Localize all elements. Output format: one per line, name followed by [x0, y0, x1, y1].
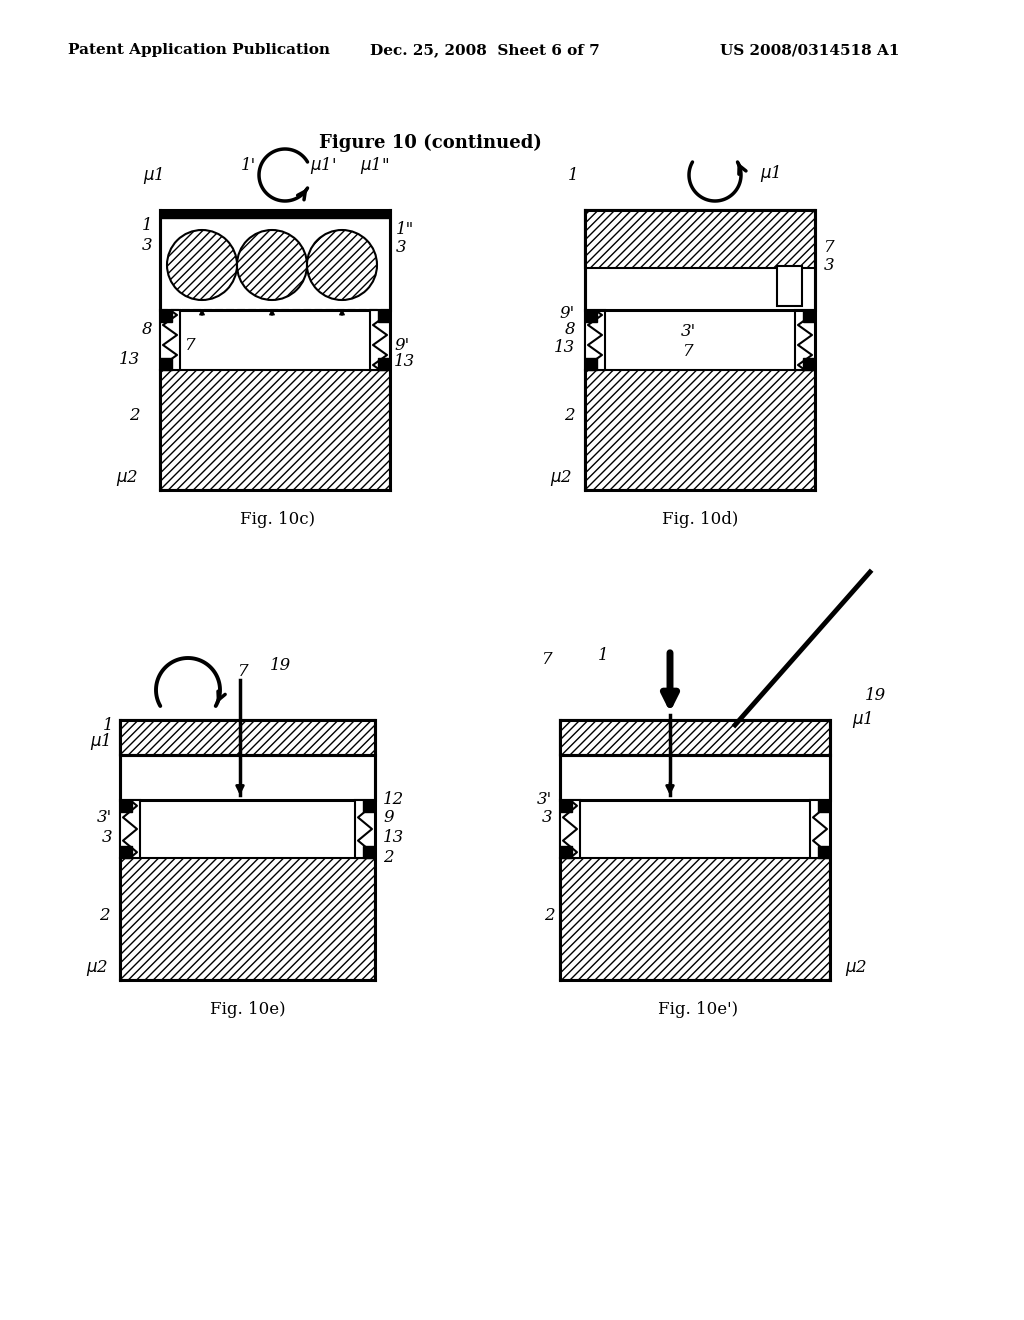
Text: 3: 3	[824, 256, 835, 273]
Circle shape	[167, 230, 237, 300]
Text: Fig. 10d): Fig. 10d)	[662, 511, 738, 528]
Text: $\mu$1: $\mu$1	[143, 165, 163, 186]
Bar	[120, 755, 375, 800]
Text: 1': 1'	[241, 157, 256, 173]
Bar	[585, 370, 815, 490]
Text: Dec. 25, 2008  Sheet 6 of 7: Dec. 25, 2008 Sheet 6 of 7	[370, 44, 600, 57]
Text: 3: 3	[542, 809, 552, 826]
Bar	[810, 800, 830, 858]
Text: 1": 1"	[396, 222, 415, 239]
Bar	[803, 358, 815, 370]
Bar	[160, 310, 172, 322]
Text: $\mu$2: $\mu$2	[116, 469, 138, 488]
Bar	[585, 210, 815, 218]
Bar	[160, 370, 390, 490]
Text: 3': 3'	[537, 792, 552, 808]
Bar	[355, 800, 375, 858]
Text: $\mu$1: $\mu$1	[90, 731, 110, 752]
Bar	[160, 210, 390, 310]
Bar	[795, 310, 815, 370]
Text: 3: 3	[101, 829, 112, 846]
Text: 8: 8	[141, 322, 152, 338]
Bar	[378, 310, 390, 322]
Text: 2: 2	[545, 907, 555, 924]
Bar	[362, 846, 375, 858]
Bar	[560, 755, 830, 800]
Bar	[120, 800, 132, 812]
Text: 3': 3'	[680, 323, 695, 341]
Text: 1: 1	[102, 717, 113, 734]
Text: 2: 2	[383, 850, 393, 866]
Text: Fig. 10e): Fig. 10e)	[210, 1002, 286, 1019]
Bar	[560, 719, 830, 755]
Text: US 2008/0314518 A1: US 2008/0314518 A1	[720, 44, 899, 57]
Text: 2: 2	[564, 407, 575, 424]
Bar	[378, 358, 390, 370]
Text: Fig. 10c): Fig. 10c)	[241, 511, 315, 528]
Bar	[560, 800, 580, 858]
Circle shape	[237, 230, 307, 300]
Text: Figure 10 (continued): Figure 10 (continued)	[318, 133, 542, 152]
Bar	[120, 800, 140, 858]
Text: 13: 13	[394, 354, 416, 371]
Text: $\mu$1': $\mu$1'	[310, 154, 336, 176]
Text: $\mu$2: $\mu$2	[550, 469, 572, 488]
Bar	[585, 210, 815, 268]
Bar	[585, 358, 597, 370]
Text: 19: 19	[270, 657, 291, 675]
Text: 9': 9'	[560, 305, 575, 322]
Bar	[120, 846, 132, 858]
Text: 9': 9'	[394, 337, 410, 354]
Text: $\mu$1": $\mu$1"	[360, 154, 389, 176]
Text: 2: 2	[99, 907, 110, 924]
Text: 3: 3	[141, 236, 152, 253]
Text: 3': 3'	[96, 809, 112, 826]
Text: 7: 7	[683, 343, 693, 360]
Text: 13: 13	[119, 351, 140, 368]
Bar	[120, 858, 375, 979]
Text: 7: 7	[543, 652, 553, 668]
Text: $\mu$2: $\mu$2	[845, 958, 867, 978]
Text: $\mu$1: $\mu$1	[760, 162, 780, 183]
Bar	[560, 858, 830, 979]
Bar	[160, 358, 172, 370]
Bar	[120, 719, 375, 755]
Text: 13: 13	[554, 339, 575, 356]
Text: $\mu$1: $\mu$1	[852, 710, 872, 730]
Text: 12: 12	[383, 792, 404, 808]
Bar	[160, 310, 180, 370]
Circle shape	[307, 230, 377, 300]
Text: Fig. 10e'): Fig. 10e')	[658, 1002, 738, 1019]
Text: 7: 7	[238, 664, 249, 681]
Bar	[585, 310, 597, 322]
Text: 1: 1	[598, 647, 608, 664]
Text: 1: 1	[567, 166, 578, 183]
Bar	[160, 210, 390, 218]
Text: 8: 8	[564, 322, 575, 338]
Bar	[560, 846, 572, 858]
Bar	[818, 800, 830, 812]
Text: Patent Application Publication: Patent Application Publication	[68, 44, 330, 57]
Bar	[803, 310, 815, 322]
Text: 7: 7	[824, 239, 835, 256]
Bar	[120, 719, 375, 755]
Bar	[362, 800, 375, 812]
Text: 9: 9	[383, 809, 393, 826]
Text: 2: 2	[129, 407, 140, 424]
Text: 3: 3	[396, 239, 407, 256]
Text: 13: 13	[383, 829, 404, 846]
Bar	[370, 310, 390, 370]
Text: $\mu$2: $\mu$2	[86, 958, 108, 978]
Bar	[777, 267, 802, 306]
Text: 19: 19	[865, 686, 886, 704]
Text: 1: 1	[141, 216, 152, 234]
Bar	[560, 800, 572, 812]
Bar	[818, 846, 830, 858]
Bar	[585, 310, 605, 370]
Bar	[560, 719, 830, 755]
Text: 7: 7	[185, 337, 196, 354]
Bar	[585, 210, 815, 310]
